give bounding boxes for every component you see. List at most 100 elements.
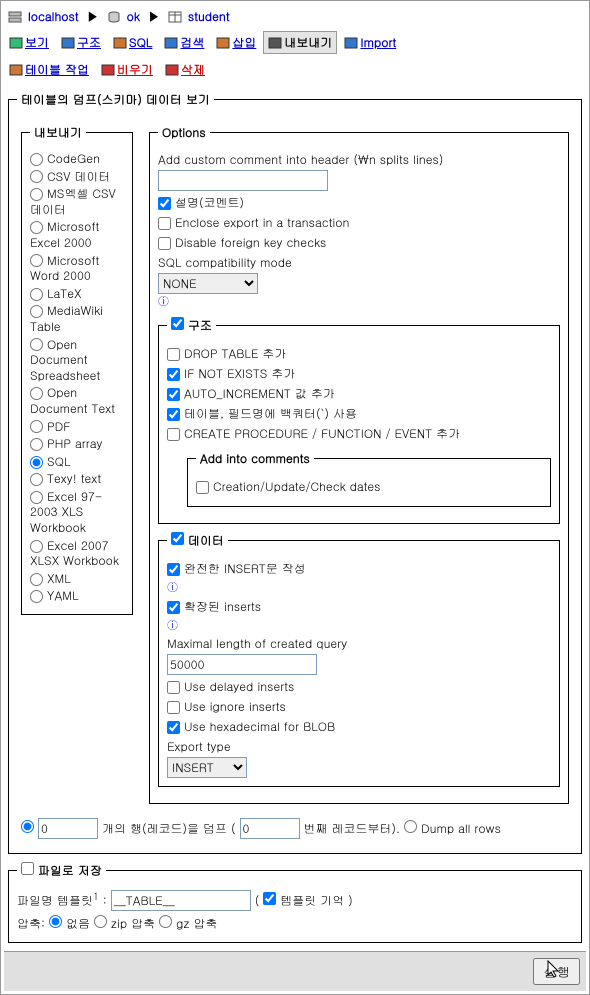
tab-보기[interactable]: 보기 [4, 31, 54, 54]
export-format-radio[interactable] [30, 254, 43, 267]
export-format-label: YAML [47, 587, 79, 604]
remember-template-checkbox[interactable] [263, 892, 276, 905]
export-format-radio[interactable] [30, 387, 43, 400]
drop-table-checkbox[interactable] [167, 348, 180, 361]
export-format-radio[interactable] [30, 491, 43, 504]
compress-none-label: 없음 [66, 915, 90, 932]
dump-rows-label-2: 번째 레코드부터). [304, 820, 401, 837]
if-not-exists-checkbox[interactable] [167, 368, 180, 381]
custom-comment-label: Add custom comment into header (\n split… [158, 151, 560, 168]
tab-비우기[interactable]: 비우기 [96, 58, 158, 81]
compat-select[interactable]: NONE [158, 273, 258, 294]
template-input[interactable] [111, 890, 251, 911]
export-format-radio[interactable] [30, 420, 43, 433]
fk-checkbox[interactable] [158, 237, 171, 250]
hex-checkbox[interactable] [167, 721, 180, 734]
export-type-label: Export type [167, 738, 551, 755]
footer-bar: 실행 [4, 951, 586, 991]
help-icon[interactable]: ⓘ [158, 294, 560, 309]
options-fieldset: Options Add custom comment into header (… [149, 124, 569, 804]
tab-icon [268, 37, 282, 49]
compress-none-radio[interactable] [49, 915, 62, 928]
breadcrumb-table[interactable]: student [188, 8, 230, 25]
export-format-label: PDF [47, 418, 70, 435]
export-format-radio[interactable] [30, 590, 43, 603]
export-format-radio[interactable] [30, 153, 43, 166]
enclose-checkbox[interactable] [158, 217, 171, 230]
extended-insert-checkbox[interactable] [167, 601, 180, 614]
compress-gz-radio[interactable] [159, 915, 172, 928]
tab-구조[interactable]: 구조 [56, 31, 106, 54]
export-format-label: Texy! text [47, 470, 101, 487]
maxlen-input[interactable] [167, 654, 317, 675]
export-format-radio[interactable] [30, 288, 43, 301]
ignore-label: Use ignore inserts [184, 698, 286, 715]
dates-checkbox[interactable] [196, 481, 209, 494]
dump-rows-count-input[interactable] [38, 818, 98, 839]
ignore-checkbox[interactable] [167, 701, 180, 714]
export-legend: 내보내기 [30, 124, 86, 141]
tab-icon [164, 37, 178, 49]
tab-테이블 작업[interactable]: 테이블 작업 [4, 58, 94, 81]
delayed-checkbox[interactable] [167, 681, 180, 694]
tab-import[interactable]: Import [339, 31, 401, 54]
desc-checkbox[interactable] [158, 197, 171, 210]
export-type-select[interactable]: INSERT [167, 757, 247, 778]
export-format-label: XML [47, 570, 71, 587]
create-procedure-checkbox[interactable] [167, 428, 180, 441]
dump-rows-radio[interactable] [21, 820, 34, 833]
complete-insert-label: 완전한 INSERT문 작성 [184, 560, 306, 577]
desc-label: 설명(코멘트) [175, 194, 244, 211]
export-format-radio[interactable] [30, 221, 43, 234]
export-format-radio[interactable] [30, 338, 43, 351]
export-format-radio[interactable] [30, 305, 43, 318]
tabs-row-2: 테이블 작업비우기삭제 [4, 56, 586, 83]
dump-all-radio[interactable] [404, 820, 417, 833]
tab-icon [9, 37, 23, 49]
auto-increment-checkbox[interactable] [167, 388, 180, 401]
breadcrumb-db[interactable]: ok [127, 8, 140, 25]
export-format-radio[interactable] [30, 573, 43, 586]
export-format-radio[interactable] [30, 540, 43, 553]
help-icon-2[interactable]: ⓘ [167, 580, 551, 595]
tab-sql[interactable]: SQL [108, 31, 157, 54]
dump-all-label: Dump all rows [421, 820, 501, 837]
backquote-checkbox[interactable] [167, 408, 180, 421]
add-comments-fieldset: Add into comments Creation/Update/Check … [187, 450, 551, 507]
auto-increment-label: AUTO_INCREMENT 값 추가 [184, 385, 335, 402]
options-legend: Options [158, 124, 210, 141]
tab-검색[interactable]: 검색 [159, 31, 209, 54]
submit-button[interactable]: 실행 [533, 958, 580, 985]
data-legend-checkbox[interactable] [171, 532, 184, 545]
tab-icon [101, 64, 115, 76]
server-icon [8, 11, 22, 23]
breadcrumb-host[interactable]: localhost [28, 8, 79, 25]
export-format-radio[interactable] [30, 188, 43, 201]
export-fieldset: 내보내기 CodeGenCSV 데이터MS엑셀 CSV 데이터Microsoft… [21, 124, 133, 615]
structure-legend-checkbox[interactable] [171, 317, 184, 330]
backquote-label: 테이블, 필드명에 백쿼터(`) 사용 [184, 405, 357, 422]
compress-zip-label: zip 압축 [111, 915, 155, 932]
help-icon-3[interactable]: ⓘ [167, 618, 551, 633]
save-file-fieldset: 파일로 저장 파일명 템플릿1 : ( 템플릿 기억 ) 압축: 없음 zip … [8, 862, 582, 943]
dump-rows-row: 개의 행(레코드)을 덤프 ( 번째 레코드부터). Dump all rows [21, 818, 569, 839]
create-procedure-label: CREATE PROCEDURE / FUNCTION / EVENT 추가 [184, 425, 460, 442]
export-format-radio[interactable] [30, 438, 43, 451]
breadcrumb: localhost ▶ ok ▶ student [4, 4, 586, 29]
compress-zip-radio[interactable] [94, 915, 107, 928]
custom-comment-input[interactable] [158, 170, 328, 191]
export-format-radio[interactable] [30, 170, 43, 183]
save-file-checkbox[interactable] [21, 862, 34, 875]
tab-삭제[interactable]: 삭제 [160, 58, 210, 81]
table-icon [168, 11, 182, 23]
export-format-label: PHP array [47, 435, 103, 452]
data-fieldset: 데이터 완전한 INSERT문 작성 ⓘ 확장된 inserts ⓘ Maxim… [158, 532, 560, 787]
dump-rows-start-input[interactable] [240, 818, 300, 839]
tab-삽입[interactable]: 삽입 [211, 31, 261, 54]
complete-insert-checkbox[interactable] [167, 563, 180, 576]
export-format-radio[interactable] [30, 473, 43, 486]
if-not-exists-label: IF NOT EXISTS 추가 [184, 365, 295, 382]
tab-내보내기[interactable]: 내보내기 [263, 31, 337, 54]
export-format-radio[interactable] [30, 456, 43, 469]
compat-label: SQL compatibility mode [158, 254, 560, 271]
